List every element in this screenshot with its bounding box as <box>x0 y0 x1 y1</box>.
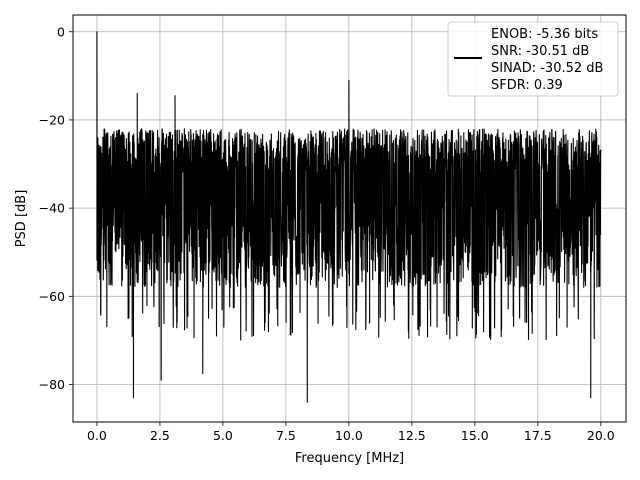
y-axis-label: PSD [dB] <box>14 190 29 248</box>
y-tick-label: −40 <box>39 201 65 216</box>
x-tick-label: 2.5 <box>150 428 170 443</box>
y-tick-label: −80 <box>39 377 65 392</box>
x-tick-label: 7.5 <box>276 428 296 443</box>
legend-enob: ENOB: -5.36 bits <box>491 27 598 42</box>
x-axis-label: Frequency [MHz] <box>295 451 404 466</box>
psd-line <box>96 31 602 403</box>
legend: ENOB: -5.36 bits SNR: -30.51 dB SINAD: -… <box>447 21 619 97</box>
legend-snr: SNR: -30.51 dB <box>491 44 589 59</box>
series-psd <box>96 31 602 403</box>
x-axis: 0.0 2.5 5.0 7.5 10.0 12.5 15.0 17.5 20.0 <box>87 422 615 443</box>
x-tick-label: 0.0 <box>87 428 107 443</box>
x-tick-label: 20.0 <box>587 428 615 443</box>
y-tick-label: −20 <box>39 112 65 127</box>
legend-box <box>447 21 619 97</box>
x-tick-label: 10.0 <box>335 428 363 443</box>
y-axis: 0 −20 −40 −60 −80 <box>39 24 73 392</box>
y-tick-label: 0 <box>57 24 65 39</box>
x-tick-label: 17.5 <box>524 428 552 443</box>
legend-sinad: SINAD: -30.52 dB <box>491 61 603 76</box>
x-tick-label: 15.0 <box>461 428 489 443</box>
plot-frame <box>72 14 627 423</box>
x-tick-label: 5.0 <box>213 428 233 443</box>
x-tick-label: 12.5 <box>398 428 426 443</box>
legend-sfdr: SFDR: 0.39 <box>491 78 563 93</box>
y-tick-label: −60 <box>39 289 65 304</box>
